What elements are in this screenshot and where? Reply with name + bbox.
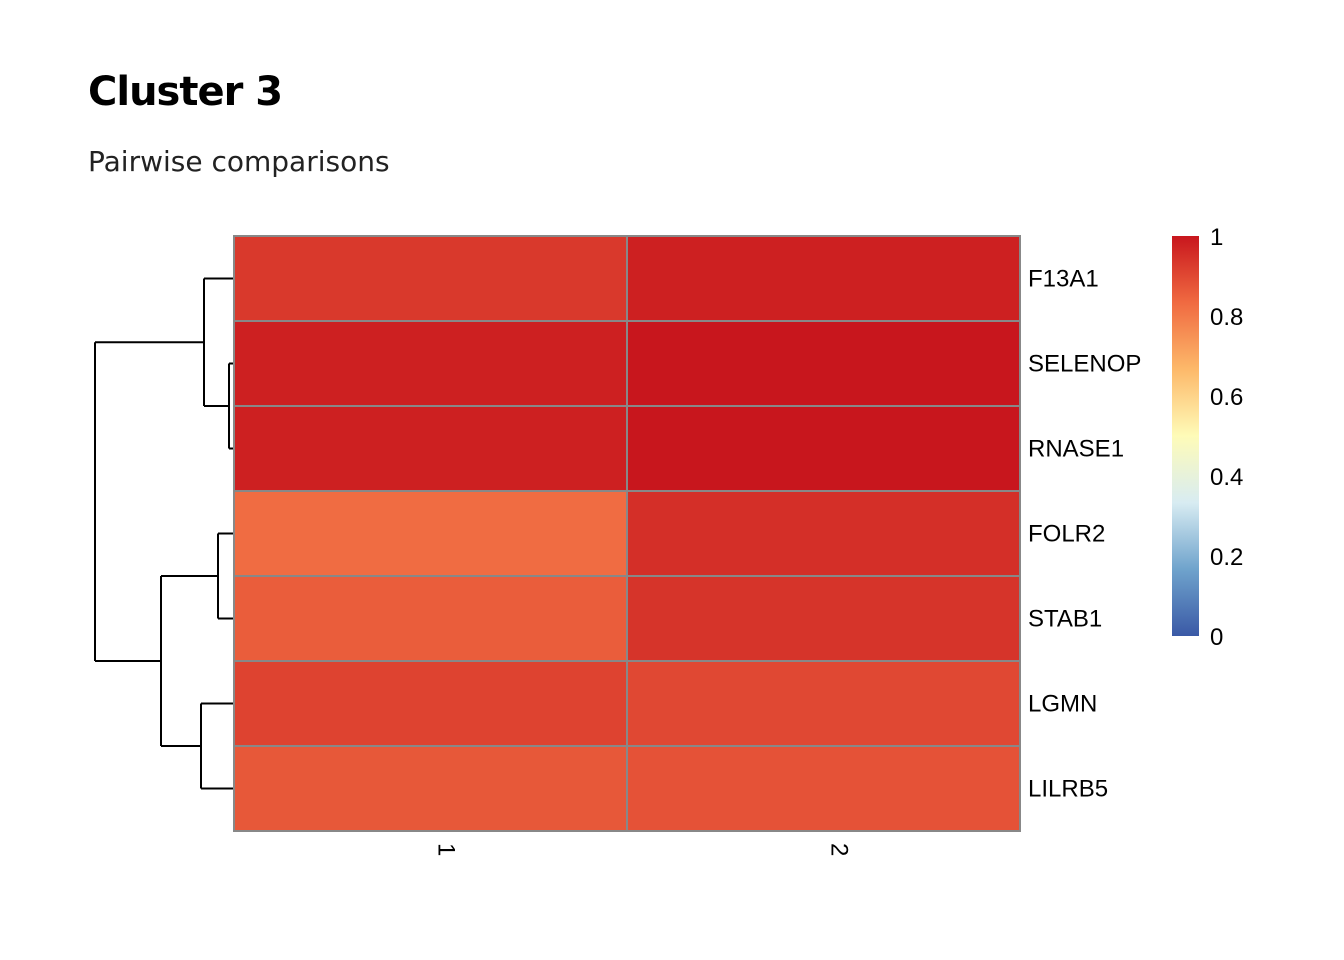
- row-label: STAB1: [1028, 606, 1102, 633]
- heatmap-cell-LGMN-2: [626, 660, 1021, 747]
- heatmap-cell-FOLR2-2: [626, 490, 1021, 577]
- row-label: FOLR2: [1028, 521, 1105, 548]
- chart-title: Cluster 3: [88, 69, 283, 115]
- row-dendrogram: [94, 277, 234, 790]
- row-label: LILRB5: [1028, 776, 1108, 803]
- heatmap-cell-STAB1-1: [233, 575, 628, 662]
- row-label: F13A1: [1028, 266, 1099, 293]
- legend-tick-label: 0.4: [1210, 464, 1243, 491]
- heatmap-cell-SELENOP-2: [626, 320, 1021, 407]
- heatmap-cell-SELENOP-1: [233, 320, 628, 407]
- legend-tick-label: 0.2: [1210, 544, 1243, 571]
- legend-tick-label: 0: [1210, 624, 1223, 651]
- heatmap-cell-LILRB5-1: [233, 745, 628, 832]
- row-label: LGMN: [1028, 691, 1097, 718]
- heatmap-cells: [233, 235, 1021, 832]
- heatmap-cell-FOLR2-1: [233, 490, 628, 577]
- heatmap-cell-RNASE1-2: [626, 405, 1021, 492]
- row-label: RNASE1: [1028, 436, 1124, 463]
- chart-subtitle: Pairwise comparisons: [88, 145, 390, 178]
- heatmap-cell-LILRB5-2: [626, 745, 1021, 832]
- legend-tick-label: 0.6: [1210, 384, 1243, 411]
- color-legend-bar: [1172, 236, 1199, 636]
- heatmap-cell-STAB1-2: [626, 575, 1021, 662]
- heatmap-cell-RNASE1-1: [233, 405, 628, 492]
- row-labels: F13A1 SELENOP RNASE1 FOLR2 STAB1 LGMN LILRB5: [1028, 266, 1141, 803]
- color-legend: 1 0.8 0.6 0.4 0.2 0: [1172, 224, 1243, 651]
- column-label: 2: [826, 843, 853, 856]
- heatmap-cell-F13A1-2: [626, 235, 1021, 322]
- column-label: 1: [433, 843, 460, 856]
- legend-tick-label: 0.8: [1210, 304, 1243, 331]
- heatmap-cell-F13A1-1: [233, 235, 628, 322]
- heatmap-cell-LGMN-1: [233, 660, 628, 747]
- row-label: SELENOP: [1028, 351, 1141, 378]
- legend-tick-label: 1: [1210, 224, 1223, 251]
